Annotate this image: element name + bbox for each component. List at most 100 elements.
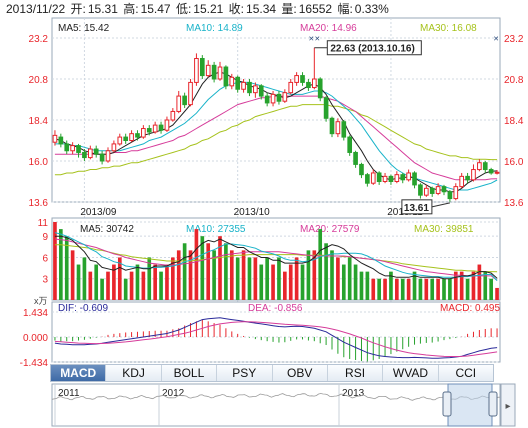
candle-body bbox=[294, 75, 299, 83]
candle-body bbox=[353, 151, 358, 165]
navigator-scroll-button[interactable] bbox=[500, 383, 516, 427]
close-label: 收: bbox=[228, 2, 245, 16]
price-legend-ma10: MA10: 14.89 bbox=[186, 23, 243, 34]
candle-body bbox=[117, 136, 123, 145]
volume-bar bbox=[265, 257, 269, 300]
volume-bar bbox=[495, 287, 499, 300]
candle-body bbox=[435, 186, 441, 194]
navigator-selection[interactable] bbox=[447, 383, 493, 427]
volume-bar bbox=[182, 243, 187, 300]
volume-bar bbox=[153, 264, 157, 300]
range-marker-icon: ✕ bbox=[493, 36, 499, 43]
candle-body bbox=[429, 187, 435, 194]
low-value: 15.21 bbox=[193, 2, 224, 16]
candle-body bbox=[76, 145, 81, 153]
candle-body bbox=[329, 117, 335, 135]
candle-body bbox=[300, 75, 305, 83]
price-tick-right: 18.4 bbox=[504, 116, 524, 127]
ma20-line bbox=[54, 95, 498, 181]
volume-bar bbox=[165, 264, 169, 300]
volume-bar bbox=[412, 271, 417, 300]
volume-bar bbox=[271, 264, 275, 300]
volume-bar bbox=[477, 264, 482, 300]
volume-bar bbox=[283, 271, 287, 300]
volume-bar bbox=[53, 222, 57, 300]
tab-macd[interactable]: MACD bbox=[51, 365, 107, 381]
volume-bar bbox=[442, 278, 446, 300]
tab-boll[interactable]: BOLL bbox=[161, 365, 218, 381]
macd-legend-dea: DEA: -0.856 bbox=[248, 303, 303, 314]
price-tick-right: 13.6 bbox=[504, 198, 524, 209]
low-annotation-leader bbox=[431, 202, 451, 208]
tab-rsi[interactable]: RSI bbox=[327, 365, 384, 381]
price-tick-right: 23.2 bbox=[504, 34, 524, 45]
ma10-line bbox=[54, 81, 498, 191]
candle-body bbox=[441, 186, 447, 193]
candle-body bbox=[82, 151, 87, 159]
candle-body bbox=[105, 150, 111, 162]
volume-bar bbox=[300, 264, 305, 300]
candle-body bbox=[453, 186, 459, 200]
volume-bar bbox=[82, 257, 87, 300]
volume-bar bbox=[76, 264, 81, 300]
volume-bar bbox=[159, 271, 163, 300]
macd-legend-macd: MACD: 0.495 bbox=[440, 303, 500, 314]
tab-cci[interactable]: CCI bbox=[438, 365, 493, 381]
volume-bar bbox=[135, 264, 140, 300]
candle-body bbox=[211, 64, 217, 80]
volume-label: 量: bbox=[281, 2, 297, 16]
candle-body bbox=[341, 121, 347, 138]
candle-body bbox=[323, 97, 329, 119]
price-tick-left: 18.4 bbox=[29, 116, 49, 127]
scroll-right-icon: ▸ bbox=[505, 401, 510, 412]
ma5-line bbox=[54, 71, 498, 193]
month-label: 2013/09 bbox=[80, 207, 117, 218]
candle-body bbox=[52, 134, 58, 143]
candle-body bbox=[264, 95, 270, 104]
candle-body bbox=[64, 143, 70, 152]
navigator-panel bbox=[51, 383, 501, 427]
navigator-right-handle[interactable] bbox=[488, 391, 498, 417]
candle-body bbox=[205, 64, 211, 77]
volume-bar bbox=[218, 236, 222, 300]
volume-bar bbox=[341, 264, 346, 300]
volume-bar bbox=[312, 250, 317, 300]
candle-body bbox=[123, 136, 129, 141]
volume-bar bbox=[324, 243, 328, 300]
candle-body bbox=[382, 175, 388, 182]
candle-body bbox=[471, 169, 476, 181]
candle-body bbox=[70, 145, 75, 152]
candle-body bbox=[270, 93, 276, 104]
navigator-left-handle[interactable] bbox=[442, 391, 452, 417]
candle-body bbox=[247, 81, 252, 94]
candle-body bbox=[317, 78, 323, 99]
volume-bar bbox=[336, 257, 340, 300]
candle-body bbox=[170, 110, 176, 121]
volume-bar bbox=[59, 229, 63, 300]
tab-kdj[interactable]: KDJ bbox=[106, 365, 162, 381]
close-value: 15.34 bbox=[246, 2, 277, 16]
high-label: 高: bbox=[123, 2, 139, 16]
tab-obv[interactable]: OBV bbox=[272, 365, 328, 381]
tab-wvad[interactable]: WVAD bbox=[383, 365, 439, 381]
open-value: 15.31 bbox=[87, 2, 118, 16]
macd-tick: 0.000 bbox=[23, 333, 48, 344]
navigator-sparkline bbox=[51, 393, 501, 401]
macd-tick: -1.434 bbox=[20, 358, 49, 369]
volume-bar bbox=[253, 257, 258, 300]
volume-bar bbox=[141, 271, 146, 300]
open-label: 开: bbox=[70, 2, 86, 16]
volume-bar bbox=[353, 264, 358, 300]
volume-bar bbox=[453, 271, 458, 300]
candle-body bbox=[288, 81, 294, 94]
candle-body bbox=[93, 148, 99, 155]
volume-tick: 9 bbox=[42, 232, 48, 243]
volume-bar bbox=[194, 229, 199, 300]
volume-legend-ma20: MA20: 27579 bbox=[300, 224, 360, 235]
tab-psy[interactable]: PSY bbox=[217, 365, 273, 381]
candle-body bbox=[347, 136, 353, 153]
volume-bar bbox=[347, 257, 352, 300]
volume-bar bbox=[224, 243, 228, 300]
